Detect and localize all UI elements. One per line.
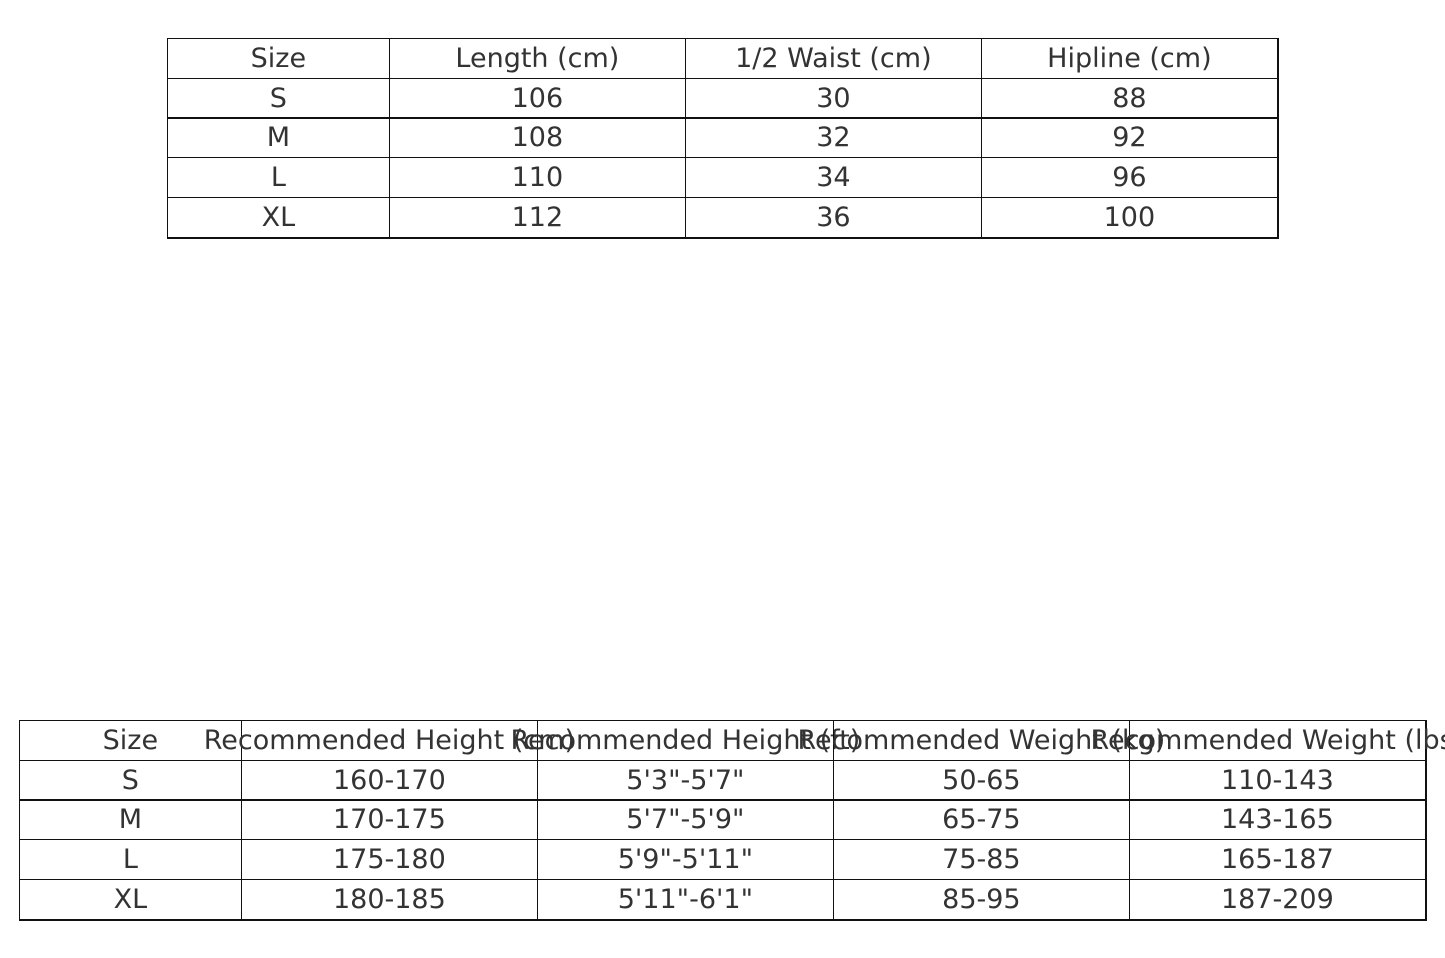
table-cell: 165-187 [1128,839,1426,881]
table-cell: XL [166,196,390,238]
measurement-table: Size Length (cm) 1/2 Waist (cm) Hipline (cm… [166,37,1279,239]
header-cell: 1/2 Waist (cm) [684,37,982,79]
table-cell: 106 [388,77,686,119]
header-cell: Recommended Height (cm) [204,719,575,761]
table-cell: 5'3"-5'7" [536,759,834,801]
header-cell: Length (cm) [388,37,686,79]
recommendation-table: Size Recommended Height (cm) Recommended H… [18,719,1445,921]
table-cell: L [18,839,242,881]
table-cell: 170-175 [240,799,538,841]
table-cell: 160-170 [240,759,538,801]
table-cell: 96 [980,157,1278,199]
table-cell: 5'9"-5'11" [536,839,834,881]
table-cell: XL [18,878,242,920]
table-cell: 112 [388,196,686,238]
table-cell: 50-65 [832,759,1130,801]
table-cell: S [166,77,390,119]
table-cell: 36 [684,196,982,238]
header-cell: Recommended Height (ft) [510,719,860,761]
table-cell: 65-75 [832,799,1130,841]
table-cell: S [18,759,242,801]
table-cell: M [18,799,242,841]
table-cell: L [166,157,390,199]
table-cell: 32 [684,117,982,159]
header-cell: Hipline (cm) [980,37,1278,79]
table-cell: 143-165 [1128,799,1426,841]
table-cell: 187-209 [1128,878,1426,920]
table-cell: 110-143 [1128,759,1426,801]
header-cell: Recommended Weight (lbs) [1091,719,1445,761]
table-cell: 175-180 [240,839,538,881]
table-cell: 5'7"-5'9" [536,799,834,841]
table-cell: 180-185 [240,878,538,920]
table-cell: 30 [684,77,982,119]
table-cell: 100 [980,196,1278,238]
table-cell: 75-85 [832,839,1130,881]
table-cell: 34 [684,157,982,199]
header-cell: Size [166,37,390,79]
header-cell: Recommended Weight (kg) [797,719,1165,761]
table-cell: 5'11"-6'1" [536,878,834,920]
table-cell: 92 [980,117,1278,159]
table-cell: 110 [388,157,686,199]
table-cell: 88 [980,77,1278,119]
table-cell: M [166,117,390,159]
table-cell: 85-95 [832,878,1130,920]
table-cell: 108 [388,117,686,159]
